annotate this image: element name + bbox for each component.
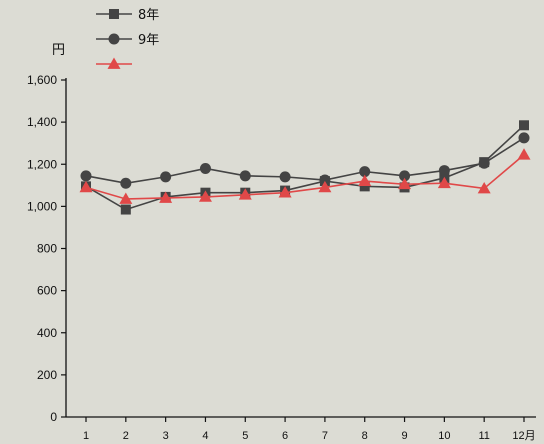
- x-tick-label: 2: [123, 430, 129, 442]
- data-point: [358, 174, 372, 186]
- y-tick-label: 1,200: [27, 157, 57, 171]
- y-tick-label: 1,400: [27, 115, 57, 129]
- data-point: [399, 170, 411, 182]
- legend-marker: [109, 9, 119, 19]
- legend-marker: [108, 33, 120, 45]
- x-tick-label: 11: [478, 430, 489, 442]
- data-point: [198, 190, 212, 202]
- legend-label: 9年: [138, 33, 159, 48]
- data-point: [359, 166, 371, 178]
- x-tick-label: 12月: [512, 430, 535, 442]
- y-axis-ticks: 0 200 400 600 800 1,000 1,200 1,400 1,600: [27, 73, 66, 424]
- data-point: [199, 162, 211, 174]
- series-line: [85, 137, 525, 185]
- x-tick-label: 6: [282, 430, 288, 442]
- legend-label: 8年: [138, 8, 159, 23]
- y-tick-label: 600: [37, 284, 57, 298]
- x-tick-label: 7: [322, 430, 328, 442]
- data-point: [159, 191, 173, 203]
- y-tick-label: 800: [37, 242, 57, 256]
- y-tick-label: 1,600: [27, 73, 57, 87]
- data-point: [238, 188, 252, 200]
- series-3: [79, 148, 531, 204]
- x-tick-label: 9: [401, 430, 407, 442]
- data-point: [519, 120, 529, 131]
- data-point: [119, 192, 133, 204]
- series-2: [80, 132, 530, 189]
- data-point: [319, 174, 331, 186]
- data-point: [278, 186, 292, 198]
- x-tick-label: 8: [362, 430, 368, 442]
- data-point: [398, 177, 412, 190]
- x-tick-label: 1: [83, 430, 89, 442]
- data-point: [518, 132, 530, 144]
- series-line: [85, 124, 525, 211]
- x-tick-label: 3: [163, 430, 169, 442]
- x-tick-label: 5: [242, 430, 248, 442]
- data-point: [160, 171, 172, 183]
- legend-entry: 8年: [96, 8, 159, 23]
- series-layer: [79, 120, 531, 215]
- series-line: [85, 154, 525, 200]
- legend-entry: 9年: [96, 33, 159, 48]
- y-tick-label: 0: [50, 410, 57, 424]
- y-tick-label: 200: [37, 368, 57, 382]
- data-point: [359, 181, 370, 192]
- legend: 8年 9年: [96, 8, 159, 69]
- data-point: [438, 165, 450, 177]
- data-point: [120, 177, 132, 189]
- data-point: [478, 157, 490, 169]
- legend-marker: [107, 57, 121, 69]
- data-point: [120, 204, 131, 215]
- data-point: [279, 171, 291, 183]
- data-point: [79, 180, 93, 193]
- data-point: [517, 148, 531, 160]
- x-tick-label: 10: [438, 430, 450, 442]
- data-point: [318, 180, 332, 193]
- y-axis-unit-label: 円: [52, 43, 65, 58]
- data-point: [239, 170, 251, 182]
- y-tick-label: 400: [37, 326, 57, 340]
- x-axis-ticks: 1 2 3 4 5 6 7 8 9 10 11 12月: [83, 417, 536, 442]
- data-point: [80, 170, 92, 182]
- x-tick-label: 4: [202, 430, 208, 442]
- y-tick-label: 1,000: [27, 199, 57, 213]
- data-point: [437, 176, 451, 189]
- data-point: [477, 181, 491, 194]
- legend-entry: [96, 57, 132, 69]
